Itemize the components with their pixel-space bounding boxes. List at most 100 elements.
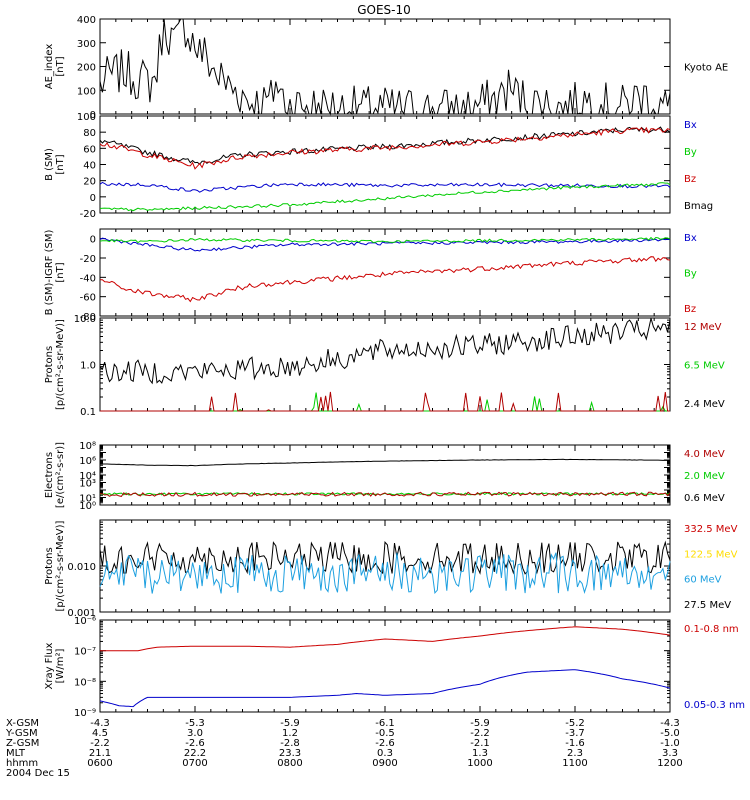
y-axis-label: [e/(cm²-s-sr)] [55, 442, 66, 508]
series-line [99, 126, 671, 170]
x-row-label: hhmm [6, 758, 38, 769]
x-tick-label: -6.1 [375, 718, 395, 729]
legend-label: By [684, 147, 697, 158]
y-tick-label: 100 [77, 86, 96, 97]
series-line [99, 237, 671, 252]
x-tick-label: 1.2 [282, 728, 298, 739]
panel-1: -20 0 20 40 60 80 100 B (SM) [nT] Bx By Bz Bmag [44, 112, 713, 220]
x-tick-label: -3.7 [565, 728, 585, 739]
y-tick-label: 1.0 [80, 361, 96, 372]
series-line [99, 318, 671, 385]
y-tick-label: 20 [83, 177, 96, 188]
legend-label: By [684, 269, 697, 280]
x-tick-label: 0.3 [377, 748, 393, 759]
y-tick-label: -40 [80, 273, 96, 284]
y-tick-label: -60 [80, 293, 96, 304]
y-tick-label: 10⁻⁸ [74, 677, 96, 688]
legend-label: Kyoto AE [684, 63, 728, 74]
x-tick-label: 0900 [372, 758, 397, 769]
y-axis-label: [nT] [55, 56, 66, 76]
x-tick-label: -2.2 [470, 728, 490, 739]
y-axis-label: [p/(cm²-s-sr-MeV)] [55, 520, 66, 611]
y-tick-label: 10⁻⁷ [74, 647, 96, 658]
y-tick-label: 0 [90, 110, 96, 121]
x-tick-label: 21.1 [89, 748, 111, 759]
series-line [99, 181, 671, 193]
y-tick-label: 0.010 [67, 562, 96, 573]
x-tick-label: 1.3 [472, 748, 488, 759]
y-tick-label: 10.0 [74, 314, 96, 325]
panel-5: 0.001 0.010 Protons [p/(cm²-s-sr-MeV)] 332.5… [44, 519, 738, 619]
y-tick-label: 40 [83, 161, 96, 172]
y-tick-label: 200 [77, 63, 96, 74]
x-tick-label: -5.2 [565, 718, 585, 729]
x-tick-label: -1.6 [565, 738, 585, 749]
x-tick-label: 0800 [277, 758, 302, 769]
series-line [100, 491, 671, 497]
x-tick-label: -1.0 [660, 738, 680, 749]
x-tick-label: 4.5 [92, 728, 108, 739]
legend-label: 0.05-0.3 nm [684, 700, 745, 711]
series-line [100, 458, 671, 467]
panel-2: -80 -60 -40 -20 0 B (SM)-IGRF (SM) [nT] Bx By Bz [44, 228, 697, 323]
legend-label: 2.4 MeV [684, 399, 725, 410]
x-tick-label: -5.0 [660, 728, 680, 739]
y-tick-label: 10¹ [79, 494, 96, 505]
x-tick-label: 1100 [562, 758, 587, 769]
legend-label: 60 MeV [684, 575, 722, 586]
x-row-label: X-GSM [6, 718, 39, 729]
x-tick-label: 22.2 [184, 748, 206, 759]
series-line [100, 626, 671, 652]
panel-frame [99, 18, 671, 115]
y-tick-label: 100 [77, 112, 96, 123]
x-tick-label: 0600 [87, 758, 112, 769]
x-axis-table: X-GSMY-GSMZ-GSMMLThhmm-4.34.5-2.221.1060… [5, 718, 683, 779]
legend-label: 2.0 MeV [684, 471, 725, 482]
y-axis-label: B (SM)-IGRF (SM) [44, 230, 55, 316]
x-tick-label: -5.9 [280, 718, 300, 729]
y-tick-label: 10³ [79, 479, 96, 490]
y-axis-label: [nT] [55, 154, 66, 174]
x-tick-label: -4.3 [90, 718, 110, 729]
y-tick-label: 10⁶ [79, 456, 96, 467]
x-tick-label: -2.8 [280, 738, 300, 749]
y-tick-label: 0.1 [80, 407, 96, 418]
x-tick-label: 2.3 [567, 748, 583, 759]
x-tick-label: -2.1 [470, 738, 490, 749]
x-tick-label: -2.6 [185, 738, 205, 749]
date-label: 2004 Dec 15 [6, 768, 70, 779]
x-row-label: Z-GSM [6, 738, 39, 749]
y-tick-label: -20 [80, 254, 96, 265]
legend-label: 332.5 MeV [684, 524, 738, 535]
series-line [99, 540, 671, 575]
x-row-label: Y-GSM [5, 728, 38, 739]
panel-frame [99, 444, 671, 506]
y-axis-label: Protons [44, 346, 55, 383]
x-tick-label: 3.0 [187, 728, 203, 739]
panel-frame [99, 519, 671, 613]
series-line [99, 182, 671, 212]
legend-label: 27.5 MeV [684, 600, 731, 611]
y-tick-label: 60 [83, 144, 96, 155]
panel-frame [99, 619, 671, 713]
legend-label: Bmag [684, 201, 713, 212]
x-tick-label: -2.2 [90, 738, 110, 749]
y-axis-label: Xray Flux [44, 642, 55, 689]
legend-label: Bx [684, 120, 697, 131]
y-axis-label: [W/m²] [55, 648, 66, 683]
x-tick-label: -5.9 [470, 718, 490, 729]
y-tick-label: 10⁻⁶ [74, 616, 96, 627]
y-axis-label: Protons [44, 547, 55, 584]
y-axis-label: B (SM) [44, 148, 55, 181]
legend-label: Bx [684, 233, 697, 244]
legend-label: 0.1-0.8 nm [684, 624, 739, 635]
legend-label: 0.6 MeV [684, 493, 725, 504]
plot-title: GOES-10 [357, 3, 411, 17]
y-tick-label: -80 [80, 312, 96, 323]
series-line [99, 669, 671, 708]
x-tick-label: 23.3 [279, 748, 301, 759]
x-tick-label: 1200 [657, 758, 682, 769]
